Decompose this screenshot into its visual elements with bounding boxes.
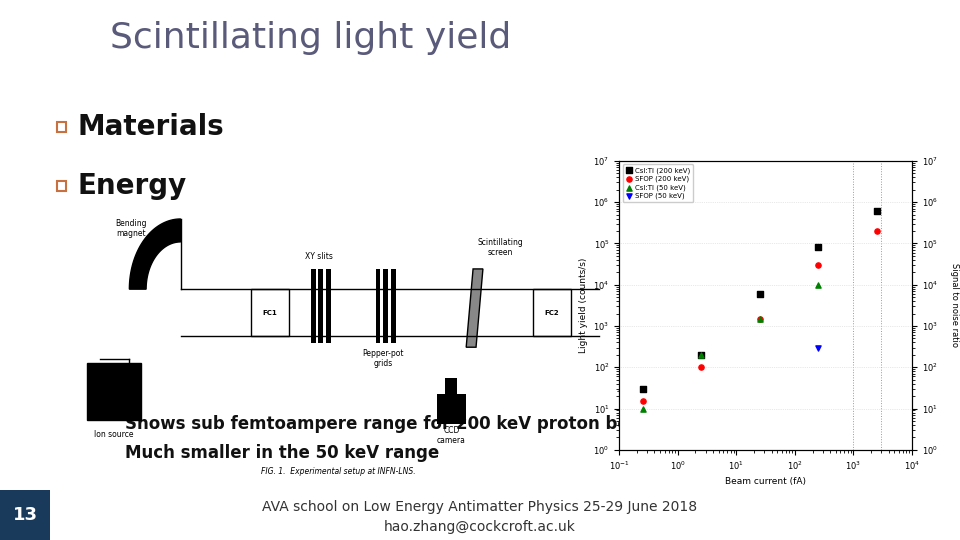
Text: 13: 13 — [12, 506, 37, 524]
Text: Energy: Energy — [78, 172, 187, 200]
Bar — [533, 289, 570, 336]
Bar — [383, 269, 389, 343]
Text: J. Harasimowicz et al.,: J. Harasimowicz et al., — [618, 379, 749, 392]
Text: XY slits: XY slits — [304, 253, 332, 261]
Bar — [252, 289, 289, 336]
CsI:Tl (200 keV) — [693, 350, 708, 359]
SFOP (200 keV) — [752, 314, 767, 323]
Bar — [326, 269, 331, 343]
Legend: CsI:Tl (200 keV), SFOP (200 keV), CsI:Tl (50 keV), SFOP (50 keV): CsI:Tl (200 keV), SFOP (200 keV), CsI:Tl… — [623, 164, 693, 202]
Bar — [437, 394, 467, 424]
SFOP (200 keV) — [693, 363, 708, 372]
SFOP (200 keV) — [869, 227, 884, 235]
Bar — [311, 269, 316, 343]
Text: AVA school on Low Energy Antimatter Physics 25-29 June 2018: AVA school on Low Energy Antimatter Phys… — [262, 500, 698, 514]
Y-axis label: Signal to noise ratio: Signal to noise ratio — [950, 264, 959, 347]
Text: FIG. 1.  Experimental setup at INFN-LNS.: FIG. 1. Experimental setup at INFN-LNS. — [261, 467, 416, 476]
Text: Much smaller in the 50 keV range: Much smaller in the 50 keV range — [125, 444, 440, 462]
CsI:Tl (50 keV) — [635, 404, 650, 413]
CsI:Tl (200 keV) — [635, 384, 650, 393]
Text: CCD
camera: CCD camera — [437, 426, 466, 445]
Text: Rev. Sci. Instr. 81 (10), 2010: Rev. Sci. Instr. 81 (10), 2010 — [618, 400, 784, 413]
Polygon shape — [467, 269, 483, 347]
Bar — [375, 269, 380, 343]
CsI:Tl (50 keV) — [693, 350, 708, 359]
Text: FC1: FC1 — [263, 310, 277, 316]
Text: Scintillating light yield: Scintillating light yield — [110, 21, 512, 55]
Bar — [319, 269, 324, 343]
Text: Ion source: Ion source — [94, 430, 133, 440]
Text: hao.zhang@cockcroft.ac.uk: hao.zhang@cockcroft.ac.uk — [384, 519, 576, 534]
Y-axis label: Light yield (counts/s): Light yield (counts/s) — [579, 258, 588, 353]
CsI:Tl (200 keV) — [752, 289, 767, 298]
CsI:Tl (200 keV) — [869, 207, 884, 215]
X-axis label: Beam current (fA): Beam current (fA) — [725, 477, 806, 487]
Bar — [57, 181, 66, 191]
Bar — [57, 122, 66, 132]
Text: FC2: FC2 — [544, 310, 559, 316]
CsI:Tl (50 keV) — [752, 314, 767, 323]
Text: Scintillating
screen: Scintillating screen — [478, 238, 523, 258]
Text: Shows sub femtoampere range for 200 keV proton beam: Shows sub femtoampere range for 200 keV … — [125, 415, 658, 433]
SFOP (200 keV) — [810, 261, 826, 269]
SFOP (50 keV) — [810, 343, 826, 352]
Text: Materials: Materials — [78, 113, 225, 141]
Polygon shape — [130, 219, 180, 289]
Bar — [0, 490, 50, 540]
Bar — [87, 363, 141, 420]
Bar — [392, 269, 396, 343]
Bar — [445, 378, 457, 394]
Text: Pepper-pot
grids: Pepper-pot grids — [363, 349, 404, 368]
CsI:Tl (50 keV) — [810, 280, 826, 289]
Text: Bending
magnet: Bending magnet — [115, 219, 147, 238]
SFOP (200 keV) — [635, 397, 650, 406]
CsI:Tl (200 keV) — [810, 243, 826, 252]
